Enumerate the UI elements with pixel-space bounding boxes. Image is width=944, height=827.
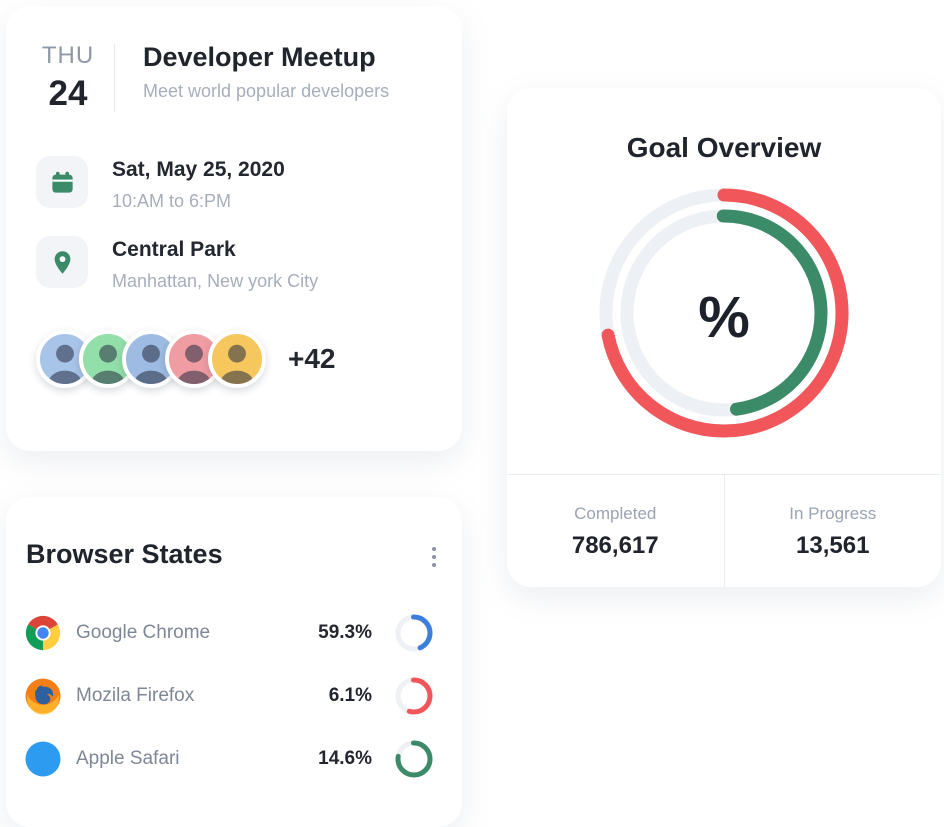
in-progress-ring-arc <box>620 209 828 417</box>
event-location-text: Central Park Manhattan, New york City <box>112 236 318 292</box>
event-header: THU 24 Developer Meetup Meet world popul… <box>36 42 389 114</box>
browser-list: Google Chrome 59.3% Mozila Firefox <box>24 601 434 790</box>
goal-donut-chart: % <box>599 188 849 438</box>
browser-row-chrome[interactable]: Google Chrome 59.3% <box>24 601 434 664</box>
event-date-text: Sat, May 25, 2020 10:AM to 6:PM <box>112 156 285 212</box>
browser-progress-ring <box>395 740 433 777</box>
browser-states-card: Browser States Google Chrome 59.3% <box>6 497 462 827</box>
event-title: Developer Meetup <box>143 42 376 72</box>
event-card: THU 24 Developer Meetup Meet world popul… <box>6 6 462 451</box>
browser-row-firefox[interactable]: Mozila Firefox 6.1% <box>24 664 434 727</box>
goal-card-title: Goal Overview <box>626 132 822 163</box>
event-time: 10:AM to 6:PM <box>112 191 232 211</box>
goal-stat-completed: Completed 786,617 <box>507 475 725 588</box>
browser-card-title: Browser States <box>26 539 223 569</box>
goal-stat-value: 786,617 <box>571 531 659 559</box>
chrome-icon <box>24 614 62 652</box>
safari-icon <box>24 740 62 778</box>
event-location-row: Central Park Manhattan, New york City <box>36 236 318 292</box>
browser-name: Mozila Firefox <box>76 684 195 706</box>
browser-card-header: Browser States <box>26 539 440 571</box>
goal-footer: Completed 786,617 In Progress 13,561 <box>507 474 941 588</box>
goal-stat-label: In Progress <box>789 503 877 523</box>
goal-stat-label: Completed <box>574 503 657 523</box>
event-date: THU 24 <box>36 42 100 114</box>
browser-progress-ring <box>395 614 433 651</box>
event-date-primary: Sat, May 25, 2020 <box>112 158 285 181</box>
browser-progress-ring <box>395 677 433 714</box>
browser-row-safari[interactable]: Apple Safari 14.6% <box>24 727 434 790</box>
attendees-group[interactable]: +42 <box>36 330 336 388</box>
goal-donut-center-label: % <box>698 284 750 350</box>
event-date-row: Sat, May 25, 2020 10:AM to 6:PM <box>36 156 285 212</box>
calendar-icon <box>36 156 88 208</box>
browser-percentage: 59.3% <box>318 621 372 643</box>
event-day-number: 24 <box>48 74 88 113</box>
browser-name: Apple Safari <box>76 747 180 769</box>
browser-name: Google Chrome <box>76 621 211 643</box>
event-day-label: THU <box>41 42 95 69</box>
event-location-primary: Central Park <box>112 238 236 261</box>
location-pin-icon <box>36 236 88 288</box>
attendees-overflow-count[interactable]: +42 <box>288 343 336 374</box>
goal-stat-in-progress: In Progress 13,561 <box>725 475 942 588</box>
event-title-block: Developer Meetup Meet world popular deve… <box>129 42 389 102</box>
browser-percentage: 14.6% <box>318 747 372 769</box>
vertical-divider <box>114 44 115 112</box>
browser-percentage: 6.1% <box>328 684 372 706</box>
completed-ring-arc <box>599 188 849 438</box>
goal-stat-value: 13,561 <box>796 531 870 559</box>
event-location-secondary: Manhattan, New york City <box>112 271 319 291</box>
kebab-menu-icon[interactable] <box>428 543 440 571</box>
firefox-icon <box>24 677 62 715</box>
goal-overview-card: Goal Overview % Completed 786,617 In Pro… <box>507 88 941 588</box>
event-subtitle: Meet world popular developers <box>143 81 390 101</box>
avatar[interactable] <box>208 330 266 388</box>
